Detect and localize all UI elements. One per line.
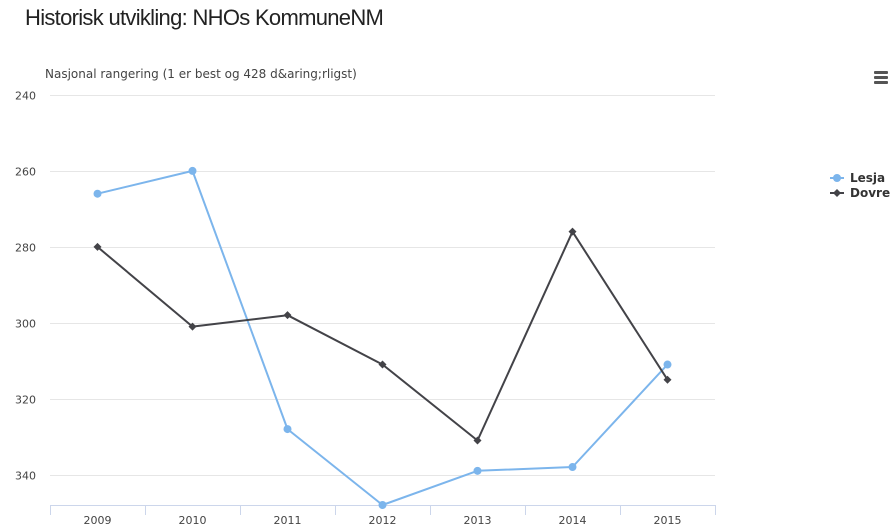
series-dovre [93,227,672,445]
data-point [568,463,577,472]
y-tick-label: 260 [15,166,36,179]
data-point [378,360,387,369]
y-tick-label: 320 [15,394,36,407]
series-line-lesja [96,169,669,506]
legend-symbol [833,174,841,182]
data-point [663,375,672,384]
x-tick-label: 2012 [369,514,397,527]
legend-item-lesja[interactable]: Lesja [830,171,885,185]
data-point [378,501,387,509]
series-line-dovre [96,230,669,442]
data-point [188,322,197,331]
legend-symbol [833,189,841,197]
data-point [188,166,197,175]
data-point [473,436,482,445]
y-tick-label: 240 [15,90,36,103]
y-tick-label: 280 [15,242,36,255]
gridlines [50,95,715,476]
x-tick-label: 2011 [274,514,302,527]
axes: 240 260 280 300 320 340 2009 2010 2011 2012 2013 20… [15,90,716,527]
menu-icon [874,71,888,74]
data-point [663,360,672,369]
x-tick-label: 2015 [654,514,682,527]
x-tick-label: 2014 [559,514,587,527]
chart-menu-button[interactable] [872,68,890,86]
series-layer [93,166,672,509]
y-axis-title: Nasjonal rangering (1 er best og 428 d&a… [45,67,357,81]
legend-label: Lesja [850,171,885,185]
menu-icon-bar [874,76,888,79]
data-point [283,311,292,320]
data-point [473,466,482,475]
data-point [93,242,102,251]
data-point [93,189,102,198]
data-point [568,227,577,236]
menu-icon-bar [874,81,888,84]
data-point [283,425,292,434]
x-tick-label: 2013 [464,514,492,527]
legend-item-dovre[interactable]: Dovre [830,186,890,200]
y-tick-label: 300 [15,318,36,331]
x-tick-label: 2010 [179,514,207,527]
series-lesja [93,166,672,509]
y-tick-label: 340 [15,470,36,483]
x-tick-label: 2009 [84,514,112,527]
legend-label: Dovre [850,186,890,200]
page-title: Historisk utvikling: NHOs KommuneNM [25,5,384,30]
